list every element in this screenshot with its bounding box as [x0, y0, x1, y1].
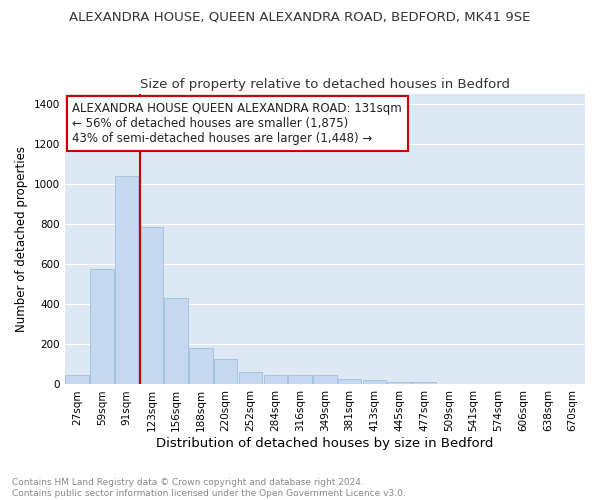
- Bar: [313, 375, 337, 384]
- Bar: [362, 380, 386, 384]
- Bar: [164, 298, 188, 384]
- Bar: [338, 379, 361, 384]
- Y-axis label: Number of detached properties: Number of detached properties: [15, 146, 28, 332]
- Bar: [214, 360, 238, 384]
- Bar: [140, 227, 163, 384]
- Bar: [412, 382, 436, 384]
- Bar: [189, 348, 213, 384]
- Bar: [115, 176, 139, 384]
- X-axis label: Distribution of detached houses by size in Bedford: Distribution of detached houses by size …: [156, 437, 494, 450]
- Bar: [263, 375, 287, 384]
- Bar: [239, 372, 262, 384]
- Bar: [388, 382, 411, 384]
- Bar: [65, 375, 89, 384]
- Text: Contains HM Land Registry data © Crown copyright and database right 2024.
Contai: Contains HM Land Registry data © Crown c…: [12, 478, 406, 498]
- Bar: [288, 375, 312, 384]
- Bar: [90, 269, 113, 384]
- Title: Size of property relative to detached houses in Bedford: Size of property relative to detached ho…: [140, 78, 510, 91]
- Text: ALEXANDRA HOUSE QUEEN ALEXANDRA ROAD: 131sqm
← 56% of detached houses are smalle: ALEXANDRA HOUSE QUEEN ALEXANDRA ROAD: 13…: [73, 102, 402, 146]
- Text: ALEXANDRA HOUSE, QUEEN ALEXANDRA ROAD, BEDFORD, MK41 9SE: ALEXANDRA HOUSE, QUEEN ALEXANDRA ROAD, B…: [70, 10, 530, 23]
